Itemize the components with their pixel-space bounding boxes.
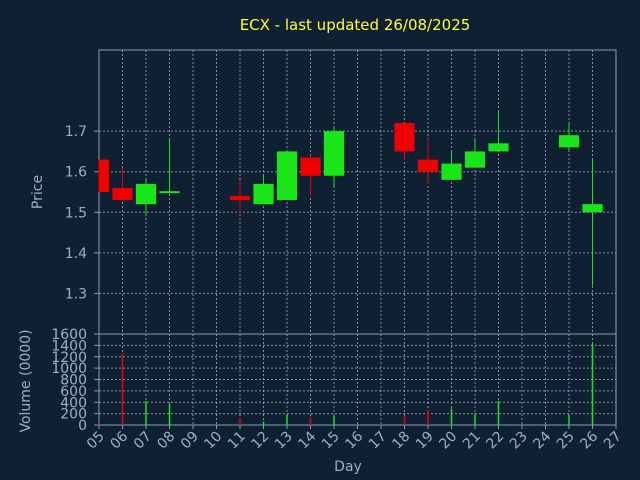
candle-body — [558, 135, 580, 148]
candle-body — [229, 196, 251, 201]
candle-12 — [253, 175, 274, 205]
volume-bar-12 — [262, 421, 265, 425]
day-tick-label: 18 — [389, 429, 413, 453]
candle-18 — [394, 123, 415, 160]
candle-body — [582, 204, 603, 213]
candle-body — [417, 159, 439, 172]
candle-26 — [582, 159, 603, 286]
volume-bar-06 — [121, 353, 124, 425]
day-tick-label: 10 — [201, 429, 225, 453]
candle-05 — [98, 159, 110, 192]
day-tick-label: 27 — [601, 429, 625, 453]
day-tick-label: 12 — [248, 429, 272, 453]
day-tick-label: 21 — [460, 429, 484, 453]
day-tick-label: 05 — [84, 429, 108, 453]
volume-bar-14 — [309, 417, 312, 425]
day-tick-label: 19 — [413, 429, 437, 453]
candle-19 — [417, 139, 439, 184]
price-tick-label: 1.4 — [65, 246, 87, 262]
volume-bar-20 — [450, 408, 453, 425]
day-tick-label: 07 — [131, 429, 155, 453]
chart-title: ECX - last updated 26/08/2025 — [240, 16, 471, 34]
day-tick-label: 24 — [530, 428, 554, 452]
volume-tick-label: 1400 — [51, 338, 87, 354]
volume-tick-label: 600 — [60, 384, 87, 400]
day-axis-label: Day — [334, 459, 362, 475]
price-tick-label: 1.7 — [65, 124, 87, 140]
candle-body — [99, 159, 110, 192]
day-axis: 05 06 07 08 09 10 11 12 13 14 15 16 17 18 19 20 21 22 23 24… — [84, 425, 625, 452]
volume-bar-26 — [591, 343, 594, 425]
price-tick-label: 1.6 — [65, 165, 87, 181]
candle-body — [276, 151, 298, 201]
volume-tick-label: 800 — [60, 373, 87, 389]
day-tick-label: 23 — [507, 429, 531, 453]
volume-bar-19 — [427, 410, 429, 425]
candle-07 — [135, 179, 157, 217]
day-tick-label: 08 — [154, 429, 178, 453]
candle-15 — [323, 127, 345, 188]
day-tick-label: 15 — [319, 429, 343, 453]
price-tick-label: 1.3 — [65, 286, 87, 302]
volume-tick-label: 200 — [60, 407, 87, 423]
candle-13 — [276, 151, 298, 201]
day-tick-label: 13 — [272, 429, 296, 453]
volume-tick-label: 1200 — [51, 350, 87, 366]
candle-11 — [229, 179, 251, 213]
day-tick-label: 25 — [554, 429, 578, 453]
candle-body — [135, 183, 157, 205]
volume-tick-label: 1000 — [51, 361, 87, 377]
day-tick-label: 14 — [295, 428, 319, 452]
candle-body — [464, 151, 486, 168]
candle-25 — [558, 123, 580, 152]
candle-22 — [488, 110, 509, 152]
price-panel: 1.3 1.4 1.5 1.6 1.7 — [65, 49, 617, 335]
volume-tick-label: 400 — [60, 395, 87, 411]
volume-bar-21 — [474, 413, 476, 425]
volume-bar-08 — [168, 403, 171, 425]
candle-body — [394, 123, 415, 152]
volume-tick-label: 1600 — [51, 327, 87, 343]
volume-bar-05 — [98, 423, 100, 425]
candle-body — [488, 143, 509, 152]
price-axis-label: Price — [30, 175, 46, 209]
candle-21 — [464, 139, 486, 168]
candle-body — [300, 157, 321, 176]
volume-bar-07 — [145, 401, 147, 425]
day-tick-label: 09 — [178, 429, 202, 453]
day-tick-label: 06 — [107, 428, 131, 452]
volume-bar-11 — [239, 418, 241, 425]
candle-body — [253, 183, 274, 205]
day-tick-label: 20 — [436, 429, 460, 453]
candle-14 — [300, 155, 321, 197]
day-tick-label: 17 — [366, 429, 390, 453]
candle-06 — [112, 167, 133, 201]
day-tick-label: 11 — [225, 429, 249, 453]
volume-bar-13 — [286, 414, 288, 425]
candle-body — [323, 131, 345, 176]
volume-bar-22 — [497, 401, 500, 425]
candle-body — [112, 187, 133, 201]
candle-body — [441, 163, 462, 180]
candle-08 — [159, 139, 180, 194]
volume-tick-label: 0 — [78, 418, 87, 434]
day-tick-label: 26 — [577, 428, 601, 452]
volume-bar-25 — [568, 414, 570, 425]
day-tick-label: 16 — [342, 428, 366, 452]
price-tick-label: 1.5 — [65, 205, 87, 221]
volume-bar-15 — [333, 415, 335, 425]
volume-bar-18 — [403, 415, 406, 425]
candle-body — [159, 191, 180, 194]
candle-20 — [441, 151, 462, 180]
volume-axis-label: Volume (0000) — [18, 329, 34, 432]
day-tick-label: 22 — [483, 429, 507, 453]
